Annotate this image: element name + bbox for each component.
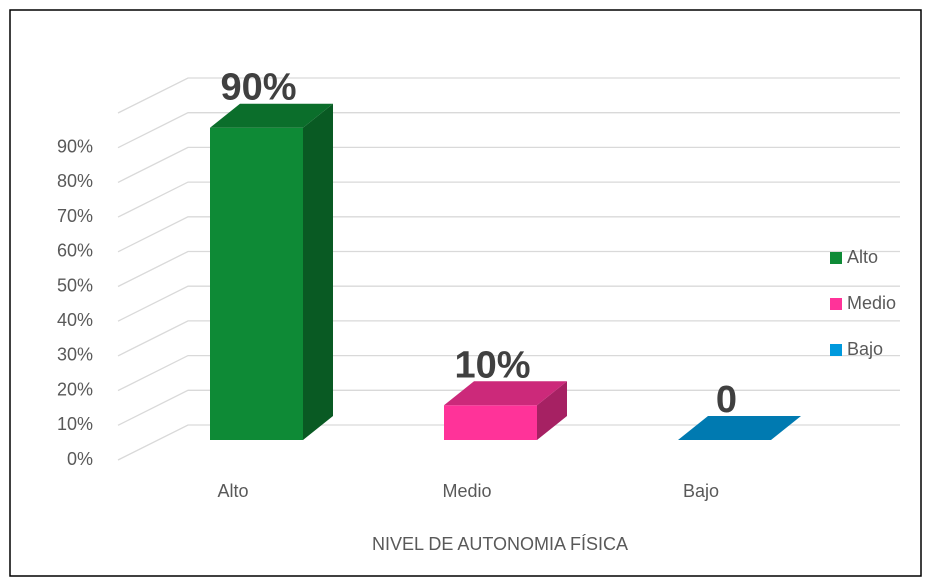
back-wall-top (117, 77, 900, 114)
grid-line (117, 181, 900, 218)
bar (210, 103, 333, 440)
legend-swatch (830, 298, 842, 310)
bar-front (444, 405, 537, 440)
x-tick-label: Bajo (683, 481, 719, 501)
grid-line (117, 389, 900, 426)
y-tick-label: 50% (57, 275, 93, 295)
grid-line (117, 216, 900, 253)
y-tick-label: 60% (57, 241, 93, 261)
grid-line (117, 424, 900, 461)
grid-line (117, 354, 900, 392)
y-tick-label: 80% (57, 171, 93, 191)
bar-side (303, 103, 333, 440)
legend-label: Bajo (847, 339, 883, 359)
x-axis-title: NIVEL DE AUTONOMIA FÍSICA (372, 534, 628, 554)
legend-label: Alto (847, 247, 878, 267)
grid-line (117, 146, 900, 183)
grid-line (117, 112, 900, 149)
bar-top (210, 103, 333, 128)
y-tick-label: 40% (57, 310, 93, 330)
y-tick-label: 10% (57, 414, 93, 434)
legend-swatch (830, 344, 842, 356)
data-label: 90% (220, 67, 296, 109)
grid-line (117, 250, 900, 288)
legend-swatch (830, 252, 842, 264)
x-tick-label: Alto (217, 481, 248, 501)
grid-line (117, 285, 900, 322)
data-label: 0 (716, 379, 737, 421)
bar (678, 416, 801, 440)
bar-front (210, 127, 303, 440)
legend-label: Medio (847, 293, 896, 313)
y-tick-label: 70% (57, 206, 93, 226)
y-tick-label: 30% (57, 345, 93, 365)
x-tick-label: Medio (442, 481, 491, 501)
bar-top (678, 416, 801, 440)
bar-side (537, 381, 567, 440)
y-tick-label: 20% (57, 379, 93, 399)
bar-top (444, 381, 567, 406)
bar (444, 381, 567, 440)
grid-line (117, 320, 900, 357)
y-tick-label: 0% (67, 449, 93, 469)
chart-frame (9, 9, 922, 577)
y-tick-label: 90% (57, 136, 93, 156)
data-label: 10% (454, 344, 530, 386)
